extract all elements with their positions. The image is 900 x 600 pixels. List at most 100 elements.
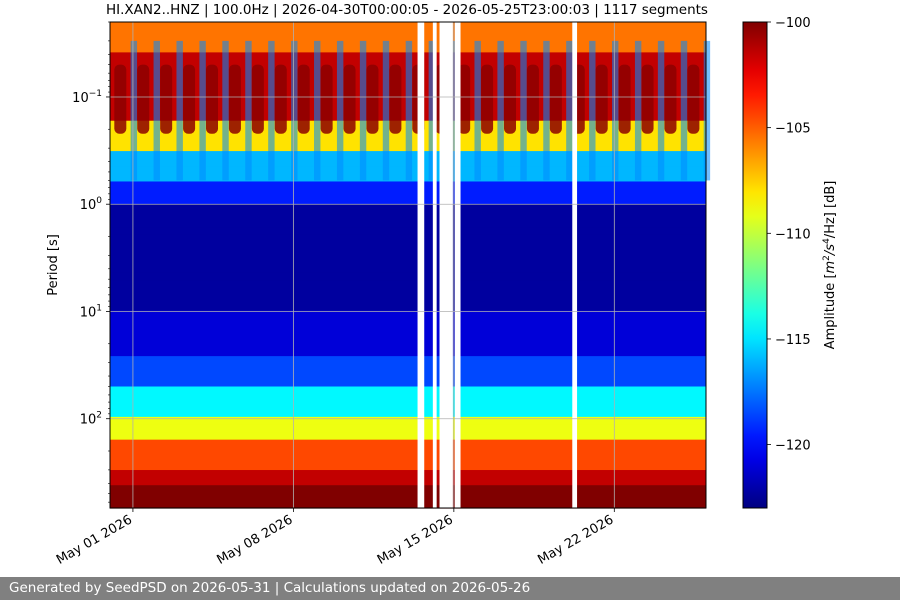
nighttime-quiet-band [130, 40, 138, 181]
y-tick-label: 102 [80, 411, 102, 428]
period-band [110, 386, 706, 395]
nighttime-quiet-band [291, 40, 298, 181]
period-band [110, 181, 706, 190]
period-band [110, 22, 706, 31]
period-band [110, 363, 706, 372]
nighttime-quiet-band [176, 40, 183, 181]
period-band [110, 310, 706, 319]
nighttime-quiet-band [451, 40, 458, 181]
nighttime-quiet-band [222, 40, 229, 181]
daily-noise-peak [458, 64, 471, 134]
daily-noise-peak [137, 64, 150, 134]
x-tick-label: May 01 2026 [54, 512, 135, 567]
nighttime-quiet-band [268, 40, 275, 181]
period-band [110, 234, 706, 243]
nighttime-quiet-band [589, 40, 596, 181]
period-band [110, 394, 706, 403]
period-band [110, 333, 706, 342]
nighttime-quiet-band [612, 40, 619, 181]
nighttime-quiet-band [336, 40, 344, 181]
data-gap [454, 22, 461, 508]
daily-noise-peak [664, 64, 677, 134]
period-band [110, 287, 706, 296]
daily-noise-peak [595, 64, 608, 134]
nighttime-quiet-band [405, 40, 413, 181]
period-band [110, 439, 706, 448]
chart-title: HI.XAN2..HNZ | 100.0Hz | 2026-04-30T00:0… [106, 2, 708, 18]
period-band [110, 249, 706, 259]
period-band [110, 340, 706, 350]
x-tick-label: May 22 2026 [535, 512, 616, 567]
colorbar-label: Amplitude [m2/s4/Hz] [dB] [822, 181, 838, 350]
period-band [110, 272, 706, 281]
period-band [110, 371, 706, 380]
nighttime-quiet-band [520, 40, 527, 181]
daily-noise-peak [114, 64, 127, 134]
period-band [110, 477, 706, 486]
nighttime-quiet-band [382, 40, 390, 181]
nighttime-quiet-band [657, 40, 665, 181]
nighttime-quiet-band [680, 40, 688, 181]
colorbar-tick-label: −110 [775, 227, 811, 242]
period-band [110, 196, 706, 205]
period-band [110, 432, 706, 441]
period-band [110, 485, 706, 494]
daily-noise-peak [228, 64, 241, 134]
period-band [110, 265, 706, 274]
colorbar-tick-label: −120 [775, 439, 811, 454]
daily-noise-peak [366, 64, 379, 134]
daily-noise-peak [504, 64, 517, 134]
daily-noise-peak [526, 64, 539, 134]
daily-noise-peak [274, 64, 287, 134]
period-band [110, 500, 706, 509]
period-band [110, 204, 706, 213]
period-band [110, 280, 706, 289]
period-band [110, 242, 706, 251]
nighttime-quiet-band [199, 40, 206, 181]
data-gap [572, 22, 578, 508]
y-axis-label: Period [s] [46, 234, 61, 296]
period-band [110, 318, 706, 327]
daily-noise-peak [481, 64, 494, 134]
colorbar-tick-label: −100 [775, 16, 811, 31]
daily-noise-peak [206, 64, 219, 134]
period-band [110, 348, 706, 357]
daily-noise-peak [343, 64, 356, 134]
nighttime-quiet-band [566, 40, 573, 181]
y-tick-label: 10−1 [72, 89, 102, 106]
daily-noise-peak [320, 64, 333, 134]
daily-noise-peak [687, 64, 700, 134]
data-gap [432, 22, 437, 508]
colorbar-ticks: −100 −105 −110 −115 −120 [767, 16, 811, 454]
period-band [110, 401, 706, 410]
footer-bar: Generated by SeedPSD on 2026-05-31 | Cal… [0, 577, 900, 600]
nighttime-quiet-band [428, 40, 436, 181]
y-tick-label: 100 [80, 196, 103, 213]
colorbar [742, 21, 768, 509]
daily-noise-peak [160, 64, 173, 134]
daily-variation-layer [114, 40, 711, 181]
period-band [110, 356, 706, 365]
period-band [110, 189, 706, 198]
period-band [110, 211, 706, 221]
daily-noise-peak [641, 64, 654, 134]
x-axis-ticks: May 01 2026 May 08 2026 May 15 2026 May 22 … [54, 508, 616, 568]
daily-noise-peak [183, 64, 196, 134]
period-band [110, 219, 706, 228]
period-band [110, 492, 706, 502]
period-band [110, 462, 706, 471]
plot-frame [109, 21, 707, 509]
grid-lines [110, 22, 706, 508]
nighttime-quiet-band [245, 40, 252, 181]
daily-noise-peak [389, 64, 402, 134]
period-band [110, 470, 706, 479]
period-band [110, 416, 706, 426]
daily-noise-peak [297, 64, 310, 134]
period-band [110, 29, 706, 38]
nighttime-quiet-band [314, 40, 321, 181]
nighttime-quiet-band [474, 40, 481, 181]
period-band [110, 454, 706, 464]
period-band [110, 227, 706, 236]
nighttime-quiet-band [703, 40, 711, 181]
